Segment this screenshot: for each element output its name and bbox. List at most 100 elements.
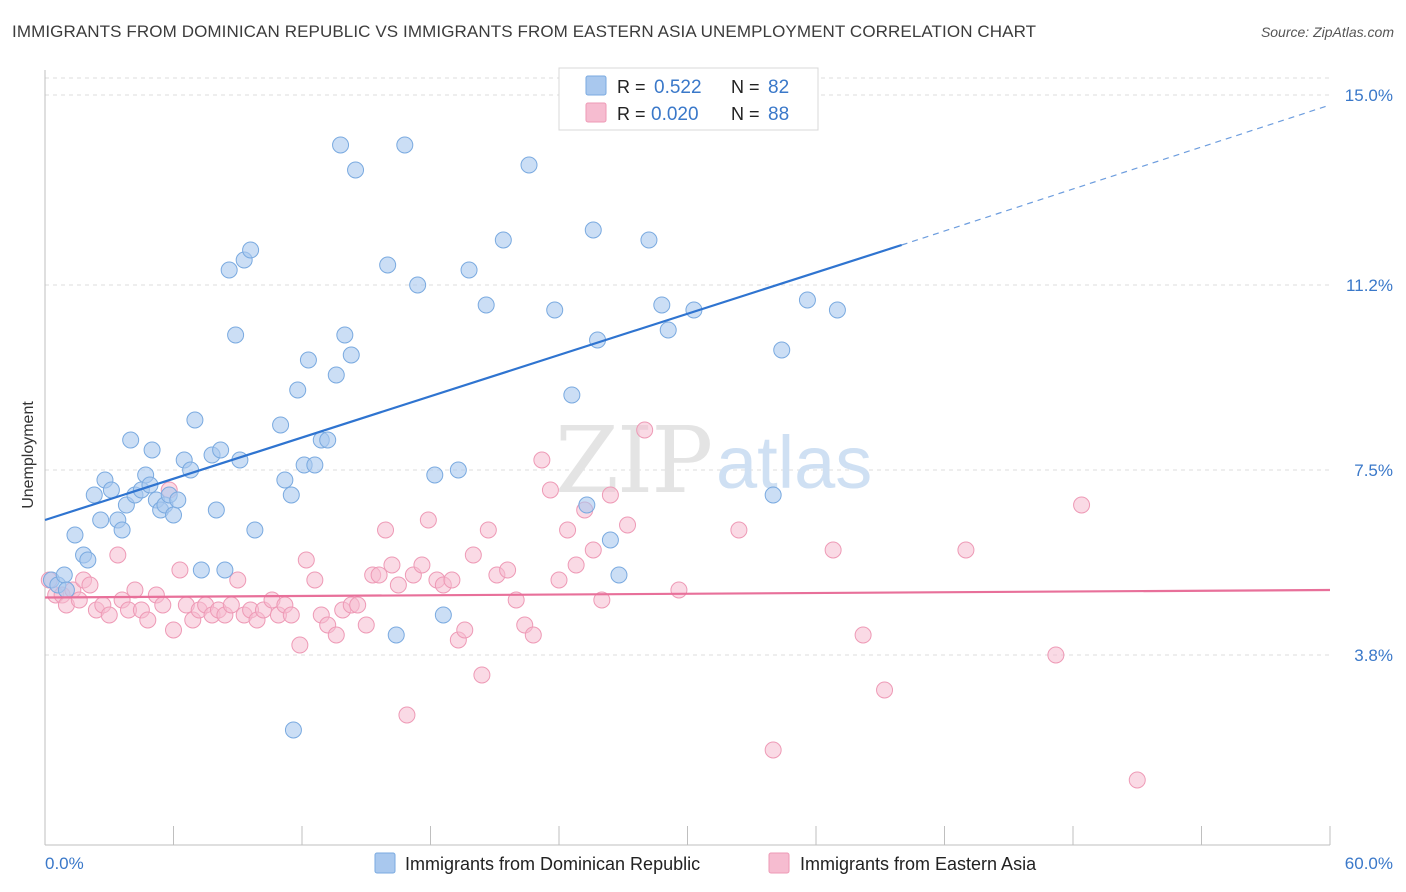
dominican-republic-point (282, 486, 300, 504)
dominican-republic-point (336, 326, 354, 344)
dominican-republic-point (584, 221, 602, 239)
y-axis-title: Unemployment (20, 401, 37, 509)
dominican-republic-point (216, 561, 234, 579)
dominican-republic-point (449, 461, 467, 479)
eastern-asia-point (370, 566, 388, 584)
dominican-republic-point (379, 256, 397, 274)
eastern-asia-point (636, 421, 654, 439)
eastern-asia-point (479, 521, 497, 539)
dominican-republic-point (387, 626, 405, 644)
eastern-asia-point (282, 606, 300, 624)
eastern-asia-point (584, 541, 602, 559)
eastern-asia-point (377, 521, 395, 539)
eastern-asia-point (854, 626, 872, 644)
dominican-republic-point (640, 231, 658, 249)
dominican-republic-point (426, 466, 444, 484)
eastern-asia-trend-line (44, 588, 1331, 599)
eastern-asia-point (229, 571, 247, 589)
eastern-asia-point (533, 451, 551, 469)
dominican-republic-point (396, 136, 414, 154)
eastern-asia-point (154, 596, 172, 614)
dominican-republic-point (546, 301, 564, 319)
x-tick-marks (44, 826, 1331, 845)
dominican-republic-point (319, 431, 337, 449)
dominican-republic-point (227, 326, 245, 344)
bottom-legend-label-pink: Immigrants from Eastern Asia (800, 854, 1037, 874)
dominican-republic-point (299, 351, 317, 369)
dominican-republic-trend-line (44, 243, 903, 522)
dominican-republic-point (212, 441, 230, 459)
eastern-asia-point (567, 556, 585, 574)
eastern-asia-point (126, 581, 144, 599)
dominican-republic-point (85, 486, 103, 504)
eastern-asia-point (109, 546, 127, 564)
dominican-republic-point (169, 491, 187, 509)
dominican-republic-point (246, 521, 264, 539)
dominican-republic-point (659, 321, 677, 339)
series-eastern-asia-points (40, 421, 1146, 789)
dominican-republic-point (332, 136, 350, 154)
watermark: ZIP atlas (555, 407, 872, 514)
dominican-republic-point (477, 296, 495, 314)
dominican-republic-point (55, 566, 73, 584)
dominican-republic-point (798, 291, 816, 309)
dominican-republic-point (165, 506, 182, 524)
dominican-republic-point (828, 301, 846, 319)
x-tick-labels: 0.0% 60.0% (45, 854, 1393, 873)
eastern-asia-point (541, 481, 559, 499)
dominican-republic-trend-extension (901, 104, 1331, 246)
eastern-asia-point (524, 626, 542, 644)
source-credit: Source: ZipAtlas.com (1260, 24, 1394, 40)
dominican-republic-point (494, 231, 512, 249)
eastern-asia-point (670, 581, 688, 599)
dominican-republic-point (289, 381, 307, 399)
trend-lines (44, 104, 1331, 599)
eastern-asia-point (824, 541, 842, 559)
eastern-asia-point (398, 706, 416, 724)
dominican-republic-point (207, 501, 225, 519)
legend-swatch-pink (585, 102, 607, 123)
chart-title: IMMIGRANTS FROM DOMINICAN REPUBLIC VS IM… (12, 22, 1037, 41)
dominican-republic-point (284, 721, 302, 739)
dominican-republic-point (610, 566, 628, 584)
y-tick-label: 11.2% (1346, 276, 1393, 295)
watermark-atlas: atlas (716, 421, 872, 504)
eastern-asia-point (619, 516, 637, 534)
eastern-asia-point (81, 576, 99, 594)
eastern-asia-point (559, 521, 577, 539)
eastern-asia-point (550, 571, 568, 589)
watermark-zip: ZIP (555, 407, 711, 514)
dominican-republic-point (520, 156, 538, 174)
eastern-asia-point (306, 571, 324, 589)
eastern-asia-point (327, 626, 345, 644)
dominican-republic-point (186, 411, 204, 429)
dominican-republic-point (460, 261, 478, 279)
eastern-asia-point (100, 606, 118, 624)
eastern-asia-point (357, 616, 375, 634)
eastern-asia-point (730, 521, 748, 539)
eastern-asia-point (297, 551, 315, 569)
dominican-republic-point (306, 456, 324, 474)
dominican-republic-point (434, 606, 452, 624)
y-axis-label: Unemployment (20, 401, 37, 509)
dominican-republic-point (192, 561, 210, 579)
dominican-republic-point (220, 261, 238, 279)
eastern-asia-point (443, 571, 461, 589)
x-tick-label-max: 60.0% (1345, 854, 1393, 873)
dominican-republic-point (764, 486, 782, 504)
dominican-republic-point (92, 511, 110, 529)
bottom-legend-label-blue: Immigrants from Dominican Republic (405, 854, 700, 874)
legend-r-label-2: R = (617, 104, 646, 124)
dominican-republic-point (122, 431, 140, 449)
dominican-republic-point (57, 581, 75, 599)
y-tick-labels: 3.8% 7.5% 11.2% 15.0% (1345, 86, 1393, 665)
dominican-republic-point (342, 346, 360, 364)
eastern-asia-point (70, 591, 88, 609)
legend-n-label-2: N = (731, 104, 760, 124)
dominican-republic-point (143, 441, 161, 459)
legend-n-value-1: 82 (768, 77, 789, 98)
y-tick-label: 15.0% (1345, 86, 1393, 105)
eastern-asia-point (507, 591, 525, 609)
dominican-republic-point (601, 531, 619, 549)
eastern-asia-point (499, 561, 517, 579)
